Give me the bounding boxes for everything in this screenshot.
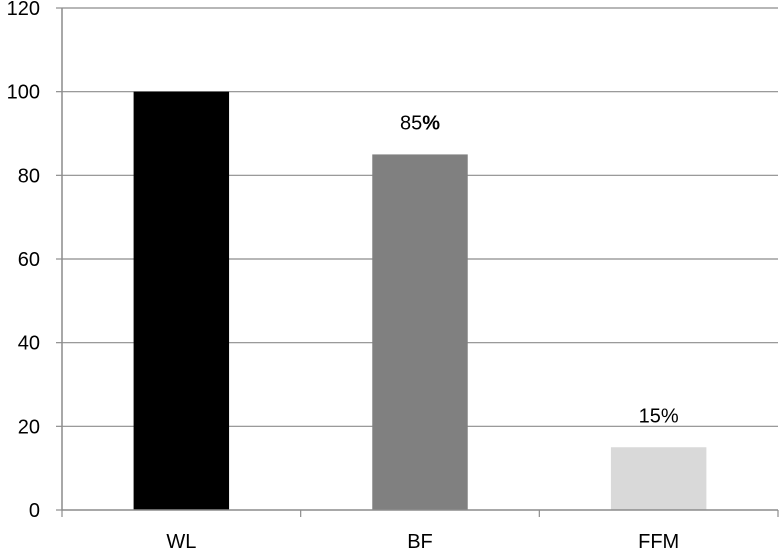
bar-wl bbox=[133, 91, 230, 511]
y-tick-label-120: 120 bbox=[7, 0, 40, 20]
data-label-number: 15 bbox=[639, 405, 661, 427]
y-tick-label-0: 0 bbox=[29, 500, 40, 522]
data-label-ffm: 15% bbox=[639, 405, 679, 427]
data-label-percent-sign: % bbox=[422, 112, 440, 134]
data-labels: 85%15% bbox=[400, 112, 679, 427]
y-tick-labels: 0 20 40 60 80 100 120 bbox=[7, 0, 40, 522]
axes bbox=[56, 7, 779, 517]
y-tick-label-40: 40 bbox=[18, 333, 40, 355]
y-tick-label-100: 100 bbox=[7, 82, 40, 104]
y-tick-label-20: 20 bbox=[18, 416, 40, 438]
data-label-bf: 85% bbox=[400, 112, 440, 134]
x-tick-labels: WL BF FFM bbox=[166, 531, 679, 551]
data-label-number: 85 bbox=[400, 112, 422, 134]
data-label-percent-sign: % bbox=[661, 405, 679, 427]
bar-bf bbox=[372, 154, 468, 510]
x-tick-label-wl: WL bbox=[166, 531, 196, 551]
y-tick-label-60: 60 bbox=[18, 249, 40, 271]
bar-ffm bbox=[610, 447, 707, 510]
x-tick-label-bf: BF bbox=[407, 531, 433, 551]
y-tick-label-80: 80 bbox=[18, 165, 40, 187]
bar-series bbox=[133, 91, 707, 511]
x-tick-label-ffm: FFM bbox=[638, 531, 679, 551]
